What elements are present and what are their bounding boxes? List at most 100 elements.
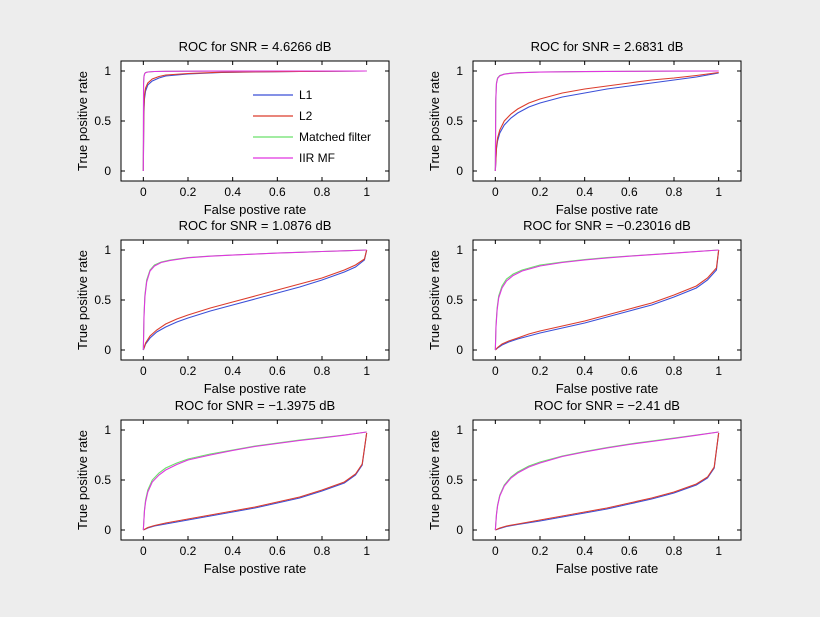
roc-panel-3: ROC for SNR = 1.0876 dB 0 0.2 0.4 0.6 0.8 1 0 0.…	[75, 218, 390, 396]
x-tick-label: 0.8	[666, 544, 683, 558]
x-axis-label: False postive rate	[556, 381, 659, 396]
x-axis-label: False postive rate	[204, 202, 307, 217]
x-axis-label: False postive rate	[556, 202, 659, 217]
legend-label-l2: L2	[299, 109, 313, 123]
x-tick-label: 0.4	[576, 185, 593, 199]
x-tick-label: 1	[715, 544, 722, 558]
x-tick-label: 0.8	[666, 185, 683, 199]
axes-box	[472, 239, 742, 361]
y-tick-label: 1	[104, 64, 111, 78]
x-tick-label: 0.4	[224, 544, 241, 558]
chart-title: ROC for SNR = −0.23016 dB	[523, 218, 691, 233]
x-tick-label: 0	[492, 185, 499, 199]
x-tick-label: 0	[140, 185, 147, 199]
series-line-l1	[142, 249, 368, 351]
legend-label-iir-mf: IIR MF	[299, 151, 335, 165]
x-axis-label: False postive rate	[204, 561, 307, 576]
x-tick-label: 0.2	[180, 544, 197, 558]
series-line-l2	[495, 432, 720, 531]
y-tick-label: 0.5	[446, 473, 463, 487]
x-tick-label: 0.4	[576, 364, 593, 378]
series-line-l2	[494, 71, 719, 172]
series-line-iir-mf	[494, 431, 719, 531]
y-axis-label: True positive rate	[427, 250, 442, 350]
x-tick-label: 0.2	[180, 185, 197, 199]
series-line-iir-mf	[142, 431, 367, 531]
x-tick-label: 0.2	[532, 364, 549, 378]
x-tick-label: 0.8	[314, 364, 331, 378]
x-tick-label: 0.4	[224, 364, 241, 378]
y-axis-label: True positive rate	[75, 430, 90, 530]
x-tick-label: 0.6	[269, 364, 286, 378]
y-tick-label: 0.5	[446, 293, 463, 307]
x-tick-label: 0.6	[621, 544, 638, 558]
roc-panel-6: ROC for SNR = −2.41 dB 0 0.2 0.4 0.6 0.8 1 0 0.5…	[427, 398, 742, 576]
x-tick-label: 1	[715, 185, 722, 199]
roc-panel-2: ROC for SNR = 2.6831 dB 0 0.2 0.4 0.6 0.8 1 0 0.…	[427, 39, 742, 217]
series-line-l2	[494, 249, 720, 351]
x-axis-label: False postive rate	[204, 381, 307, 396]
legend-label-matched-filter: Matched filter	[299, 130, 371, 144]
x-tick-label: 0.8	[666, 364, 683, 378]
y-axis-label: True positive rate	[427, 71, 442, 171]
y-axis-label: True positive rate	[75, 71, 90, 171]
axes-box	[472, 419, 742, 541]
x-tick-label: 1	[363, 544, 370, 558]
y-tick-label: 1	[456, 423, 463, 437]
x-tick-label: 0.4	[224, 185, 241, 199]
series-line-iir-mf	[494, 70, 719, 172]
y-tick-label: 0.5	[446, 114, 463, 128]
chart-title: ROC for SNR = −2.41 dB	[534, 398, 680, 413]
x-tick-label: 0.4	[576, 544, 593, 558]
roc-panel-5: ROC for SNR = −1.3975 dB 0 0.2 0.4 0.6 0.8 1 0 0…	[75, 398, 390, 576]
series-line-l1	[494, 249, 720, 351]
axes-box	[120, 239, 390, 361]
x-tick-label: 0.2	[180, 364, 197, 378]
roc-panel-4: ROC for SNR = −0.23016 dB 0 0.2 0.4 0.6 0.8 1 0…	[427, 218, 742, 396]
series-line-l1	[143, 432, 368, 531]
x-tick-label: 0	[140, 364, 147, 378]
series-line-l1	[494, 72, 719, 172]
legend-label-l1: L1	[299, 88, 313, 102]
roc-panel-1: ROC for SNR = 4.6266 dB 0 0.2 0.4 0.6 0.8 1 0 0.…	[75, 39, 390, 217]
y-tick-label: 1	[456, 243, 463, 257]
y-tick-label: 0.5	[94, 293, 111, 307]
legend: L1 L2 Matched filter IIR MF	[253, 88, 371, 165]
series-line-l2	[143, 432, 368, 531]
y-tick-label: 0.5	[94, 473, 111, 487]
x-tick-label: 0.6	[269, 185, 286, 199]
axes-box	[472, 60, 742, 182]
chart-title: ROC for SNR = 2.6831 dB	[531, 39, 684, 54]
series-line-iir-mf	[494, 249, 719, 351]
x-tick-label: 0.6	[269, 544, 286, 558]
x-tick-label: 0	[492, 364, 499, 378]
y-tick-label: 1	[104, 243, 111, 257]
y-tick-label: 0	[456, 164, 463, 178]
y-tick-label: 0	[104, 523, 111, 537]
series-line-l2	[142, 249, 368, 351]
x-tick-label: 0.6	[621, 364, 638, 378]
chart-title: ROC for SNR = 4.6266 dB	[179, 39, 332, 54]
x-tick-label: 1	[363, 364, 370, 378]
x-tick-label: 0	[140, 544, 147, 558]
x-tick-label: 1	[715, 364, 722, 378]
x-tick-label: 0	[492, 544, 499, 558]
x-tick-label: 0.2	[532, 544, 549, 558]
y-tick-label: 0	[456, 523, 463, 537]
y-tick-label: 0	[456, 343, 463, 357]
y-axis-label: True positive rate	[427, 430, 442, 530]
x-tick-label: 0.8	[314, 544, 331, 558]
axes-box	[120, 419, 390, 541]
x-tick-label: 1	[363, 185, 370, 199]
series-line-iir-mf	[142, 70, 367, 172]
y-tick-label: 0	[104, 343, 111, 357]
x-tick-label: 0.8	[314, 185, 331, 199]
y-tick-label: 1	[104, 423, 111, 437]
y-tick-label: 0	[104, 164, 111, 178]
x-tick-label: 0.6	[621, 185, 638, 199]
y-tick-label: 0.5	[94, 114, 111, 128]
axes-box	[120, 60, 390, 182]
x-axis-label: False postive rate	[556, 561, 659, 576]
chart-title: ROC for SNR = −1.3975 dB	[175, 398, 335, 413]
